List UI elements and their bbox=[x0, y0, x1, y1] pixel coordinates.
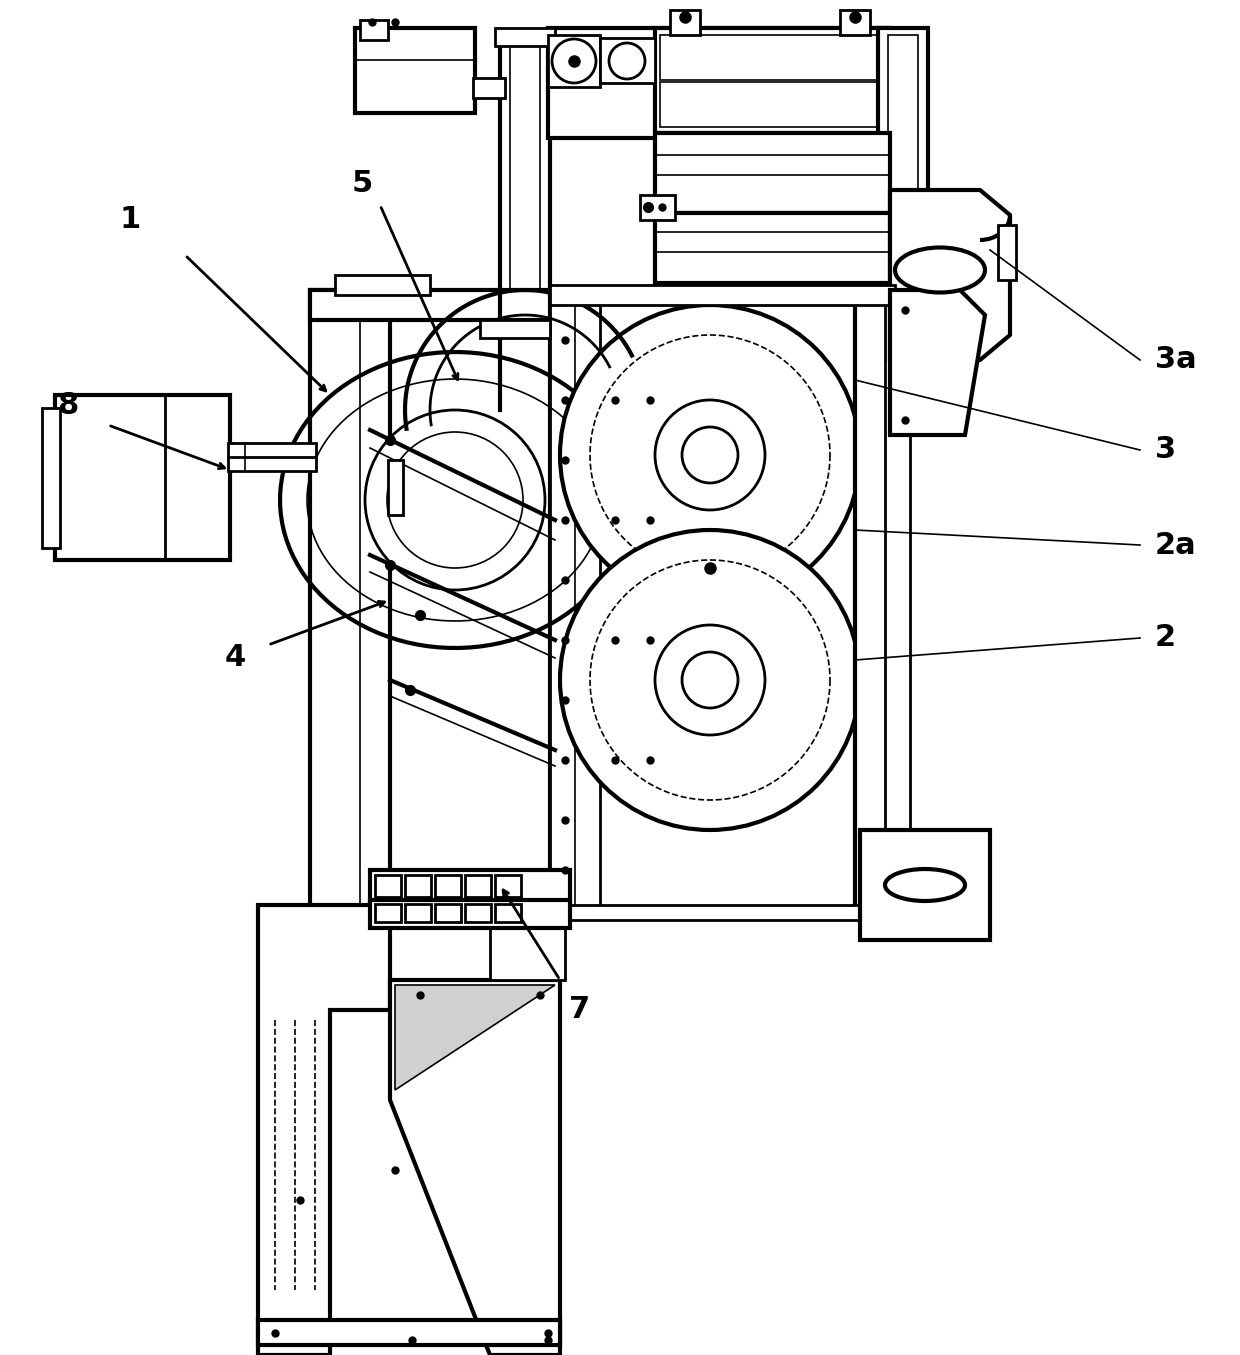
Bar bbox=[839, 9, 870, 35]
Bar bbox=[660, 83, 885, 127]
Bar bbox=[405, 875, 432, 897]
Ellipse shape bbox=[895, 248, 985, 293]
Bar bbox=[228, 443, 316, 472]
Bar bbox=[551, 905, 895, 920]
Bar bbox=[551, 290, 905, 911]
Bar bbox=[472, 79, 505, 98]
Circle shape bbox=[682, 427, 738, 482]
Bar bbox=[888, 35, 918, 280]
Polygon shape bbox=[396, 985, 556, 1089]
Bar bbox=[885, 280, 910, 840]
Circle shape bbox=[560, 530, 861, 831]
Bar bbox=[660, 35, 885, 80]
Bar bbox=[370, 900, 570, 928]
Bar bbox=[465, 904, 491, 921]
Bar bbox=[548, 35, 600, 87]
Bar bbox=[258, 1320, 560, 1346]
Bar bbox=[55, 396, 229, 560]
Circle shape bbox=[387, 432, 523, 568]
Bar bbox=[495, 875, 521, 897]
Bar bbox=[655, 133, 890, 213]
Bar bbox=[490, 925, 565, 980]
Bar bbox=[388, 459, 403, 515]
Bar bbox=[878, 28, 928, 289]
Text: 5: 5 bbox=[351, 168, 373, 198]
Bar bbox=[655, 213, 890, 283]
Circle shape bbox=[609, 43, 645, 79]
Bar bbox=[465, 875, 491, 897]
Text: 3a: 3a bbox=[1154, 346, 1197, 374]
Polygon shape bbox=[258, 905, 391, 1355]
Bar bbox=[355, 28, 475, 112]
Bar bbox=[435, 875, 461, 897]
Bar bbox=[655, 28, 890, 133]
Bar bbox=[998, 225, 1016, 280]
Bar bbox=[435, 904, 461, 921]
Circle shape bbox=[365, 411, 546, 589]
Text: 2: 2 bbox=[1154, 623, 1176, 653]
Polygon shape bbox=[861, 831, 990, 940]
Circle shape bbox=[560, 305, 861, 604]
Bar bbox=[495, 28, 556, 46]
Bar bbox=[335, 275, 430, 295]
Bar bbox=[374, 904, 401, 921]
Circle shape bbox=[552, 39, 596, 83]
Bar bbox=[495, 904, 521, 921]
Bar bbox=[551, 290, 600, 911]
Text: 7: 7 bbox=[569, 996, 590, 1024]
Bar bbox=[405, 904, 432, 921]
Bar bbox=[548, 28, 888, 138]
Circle shape bbox=[682, 652, 738, 709]
Bar bbox=[374, 875, 401, 897]
Bar bbox=[551, 285, 895, 305]
Bar bbox=[360, 20, 388, 41]
Bar bbox=[640, 195, 675, 220]
Bar bbox=[856, 290, 890, 915]
Bar bbox=[510, 35, 539, 335]
Bar bbox=[42, 408, 60, 547]
Bar bbox=[500, 35, 551, 335]
Ellipse shape bbox=[885, 869, 965, 901]
Bar bbox=[370, 870, 570, 905]
Circle shape bbox=[655, 400, 765, 509]
Text: 1: 1 bbox=[119, 206, 140, 234]
Polygon shape bbox=[391, 980, 560, 1355]
Text: 3: 3 bbox=[1154, 435, 1176, 465]
Bar bbox=[310, 290, 551, 320]
Polygon shape bbox=[890, 290, 985, 435]
Polygon shape bbox=[890, 190, 1011, 360]
Bar bbox=[600, 38, 655, 83]
Text: 4: 4 bbox=[224, 644, 246, 672]
Bar bbox=[310, 290, 391, 911]
Bar bbox=[480, 320, 551, 337]
Text: 2a: 2a bbox=[1154, 531, 1197, 560]
Text: 8: 8 bbox=[57, 390, 78, 420]
Bar bbox=[670, 9, 701, 35]
Circle shape bbox=[655, 625, 765, 734]
